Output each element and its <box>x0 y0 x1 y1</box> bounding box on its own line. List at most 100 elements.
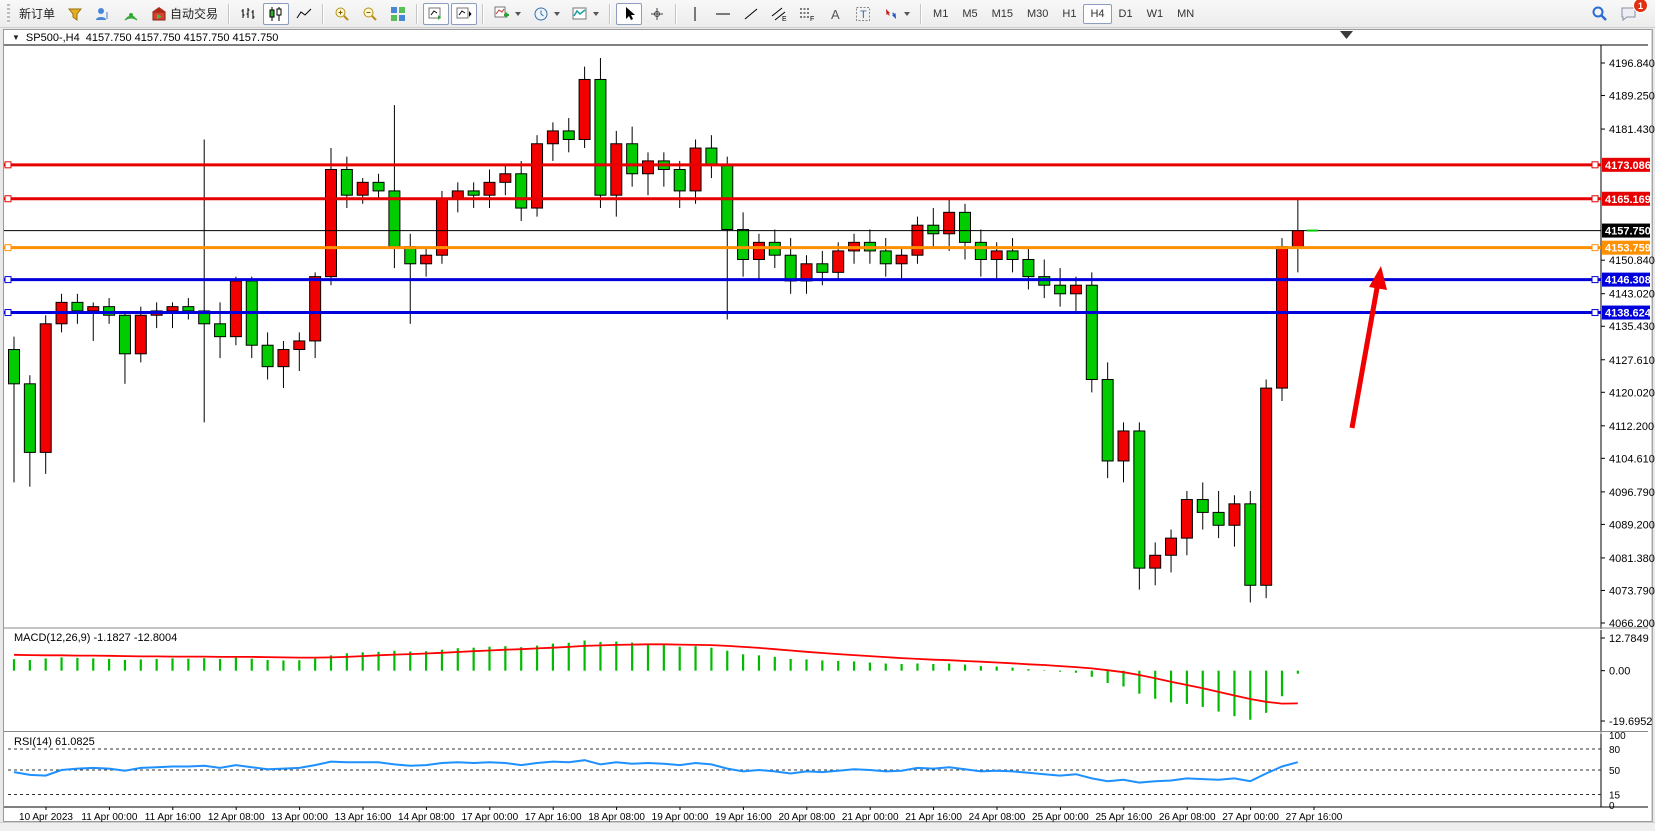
search-button[interactable] <box>1586 2 1613 25</box>
horizontal-line-tool-button[interactable] <box>710 3 736 25</box>
ohlc-bars-icon <box>240 6 256 22</box>
bear-candle <box>626 143 639 175</box>
fibonacci-tool-button[interactable]: F <box>794 3 820 25</box>
timeframe-H1[interactable]: H1 <box>1062 7 1077 20</box>
line-chart-icon <box>296 6 312 22</box>
timeframe-MN[interactable]: MN <box>1177 7 1195 20</box>
timeframe-W1[interactable]: W1 <box>1146 7 1164 20</box>
timeframe-M1[interactable]: M1 <box>933 7 949 20</box>
bear-candle <box>974 241 987 260</box>
price-level-badge <box>1602 272 1650 287</box>
price-tick-label: 4081.380 <box>1609 553 1655 565</box>
bar-chart-button[interactable] <box>235 3 261 25</box>
chart-title-bar: ▼ SP500-,H4 4157.750 4157.750 4157.750 4… <box>4 30 278 45</box>
line-handle[interactable] <box>1591 195 1599 203</box>
line-handle[interactable] <box>1591 244 1599 252</box>
price-tick-label: 4189.250 <box>1609 91 1655 103</box>
line-handle[interactable] <box>4 309 12 317</box>
bull-candle <box>895 254 908 265</box>
macd-axis-label: 0.00 <box>1609 666 1630 678</box>
time-axis-label: 26 Apr 08:00 <box>1159 812 1216 823</box>
timeframe-M15[interactable]: M15 <box>991 7 1013 20</box>
chart-shift-marker[interactable] <box>1340 31 1353 39</box>
text-tool-button[interactable]: A <box>822 3 848 25</box>
price-level-badge <box>1602 240 1650 255</box>
bull-candle <box>1180 499 1193 539</box>
timeframe-H4[interactable]: H4 <box>1083 3 1112 24</box>
auto-scroll-icon <box>428 6 444 22</box>
line-handle[interactable] <box>4 161 12 169</box>
bear-candle <box>784 254 797 282</box>
templates-button[interactable] <box>567 3 604 25</box>
line-handle[interactable] <box>4 195 12 203</box>
toolbar-right-group: 1 <box>1585 0 1651 25</box>
line-handle[interactable] <box>4 276 12 284</box>
rsi-indicator-label: RSI(14) 61.0825 <box>14 736 95 748</box>
text-label-tool-button[interactable]: T <box>850 3 876 25</box>
time-axis-label: 24 Apr 08:00 <box>969 812 1026 823</box>
price-level-badge-label: 4153.759 <box>1605 243 1651 255</box>
bear-candle <box>261 344 274 368</box>
zoom-in-button[interactable] <box>329 3 355 25</box>
timeframe-M5[interactable]: M5 <box>962 7 978 20</box>
auto-scroll-button[interactable] <box>423 2 450 25</box>
toolbar-separator <box>416 3 419 24</box>
notifications-button[interactable]: 1 <box>1615 0 1648 25</box>
price-level-badge <box>1602 223 1650 238</box>
person-chart-icon <box>95 6 111 22</box>
bear-candle <box>816 263 829 273</box>
channel-tool-button[interactable]: E <box>766 3 792 25</box>
bear-candle <box>198 310 211 325</box>
signal-button[interactable] <box>118 3 144 25</box>
line-handle[interactable] <box>1591 276 1599 284</box>
autotrading-button[interactable]: 自动交易 <box>146 2 223 25</box>
market-watch-button[interactable] <box>90 3 116 25</box>
new-order-button[interactable]: 新订单 <box>14 2 60 25</box>
price-axis[interactable]: 4196.840 4189.250 4181.430 4150.840 4143.020… <box>1601 58 1655 630</box>
rsi-name: RSI(14) <box>14 736 52 748</box>
periods-button[interactable] <box>528 3 565 25</box>
line-handle[interactable] <box>4 244 12 252</box>
line-handle[interactable] <box>1591 309 1599 317</box>
rsi-panel[interactable]: 100 80 50 150 <box>8 731 1626 812</box>
arrow-annotation[interactable] <box>1349 287 1380 429</box>
candlestick-icon <box>268 6 284 22</box>
arrows-tool-button[interactable] <box>878 3 915 25</box>
dropdown-caret-icon <box>593 11 600 16</box>
arrow-annotation-head[interactable] <box>1369 266 1387 290</box>
macd-panel[interactable]: 12.7849 0.00 -19.6952 <box>12 633 1652 728</box>
bear-candle <box>1006 250 1019 260</box>
time-axis-label: 25 Apr 16:00 <box>1095 812 1152 823</box>
vertical-line-tool-button[interactable] <box>682 3 708 25</box>
zoom-out-button[interactable] <box>357 3 383 25</box>
candlestick-chart-button[interactable] <box>263 2 290 25</box>
timeframe-D1[interactable]: D1 <box>1118 7 1133 20</box>
notification-badge: 1 <box>1633 0 1648 13</box>
time-axis[interactable]: 10 Apr 2023 11 Apr 00:00 11 Apr 16:00 12 Ap… <box>19 807 1343 823</box>
chart-shift-button[interactable] <box>451 2 478 25</box>
arrows-shapes-icon <box>883 6 899 22</box>
crosshair-tool-button[interactable] <box>644 3 670 25</box>
dropdown-caret-icon <box>515 11 522 16</box>
tile-windows-button[interactable] <box>385 3 411 25</box>
cursor-tool-button[interactable] <box>616 2 643 25</box>
timeframe-M30[interactable]: M30 <box>1027 7 1049 20</box>
bull-candle <box>642 160 654 175</box>
collapse-triangle-icon[interactable]: ▼ <box>12 33 20 42</box>
trendline-tool-button[interactable] <box>738 3 764 25</box>
tile-windows-icon <box>390 6 406 22</box>
funnel-button[interactable] <box>62 3 88 25</box>
bear-candle <box>103 306 116 316</box>
bull-candle <box>1228 503 1241 526</box>
indicators-button[interactable] <box>489 3 526 25</box>
line-chart-button[interactable] <box>291 3 317 25</box>
bull-candle <box>309 276 322 342</box>
toolbar-grip <box>7 3 10 24</box>
bull-candle <box>1149 554 1162 569</box>
funnel-icon <box>67 6 83 22</box>
rsi-line <box>13 759 1299 784</box>
line-handle[interactable] <box>1591 161 1599 169</box>
price-level-badge-label: 4138.624 <box>1605 308 1652 320</box>
bear-candle <box>340 168 353 196</box>
